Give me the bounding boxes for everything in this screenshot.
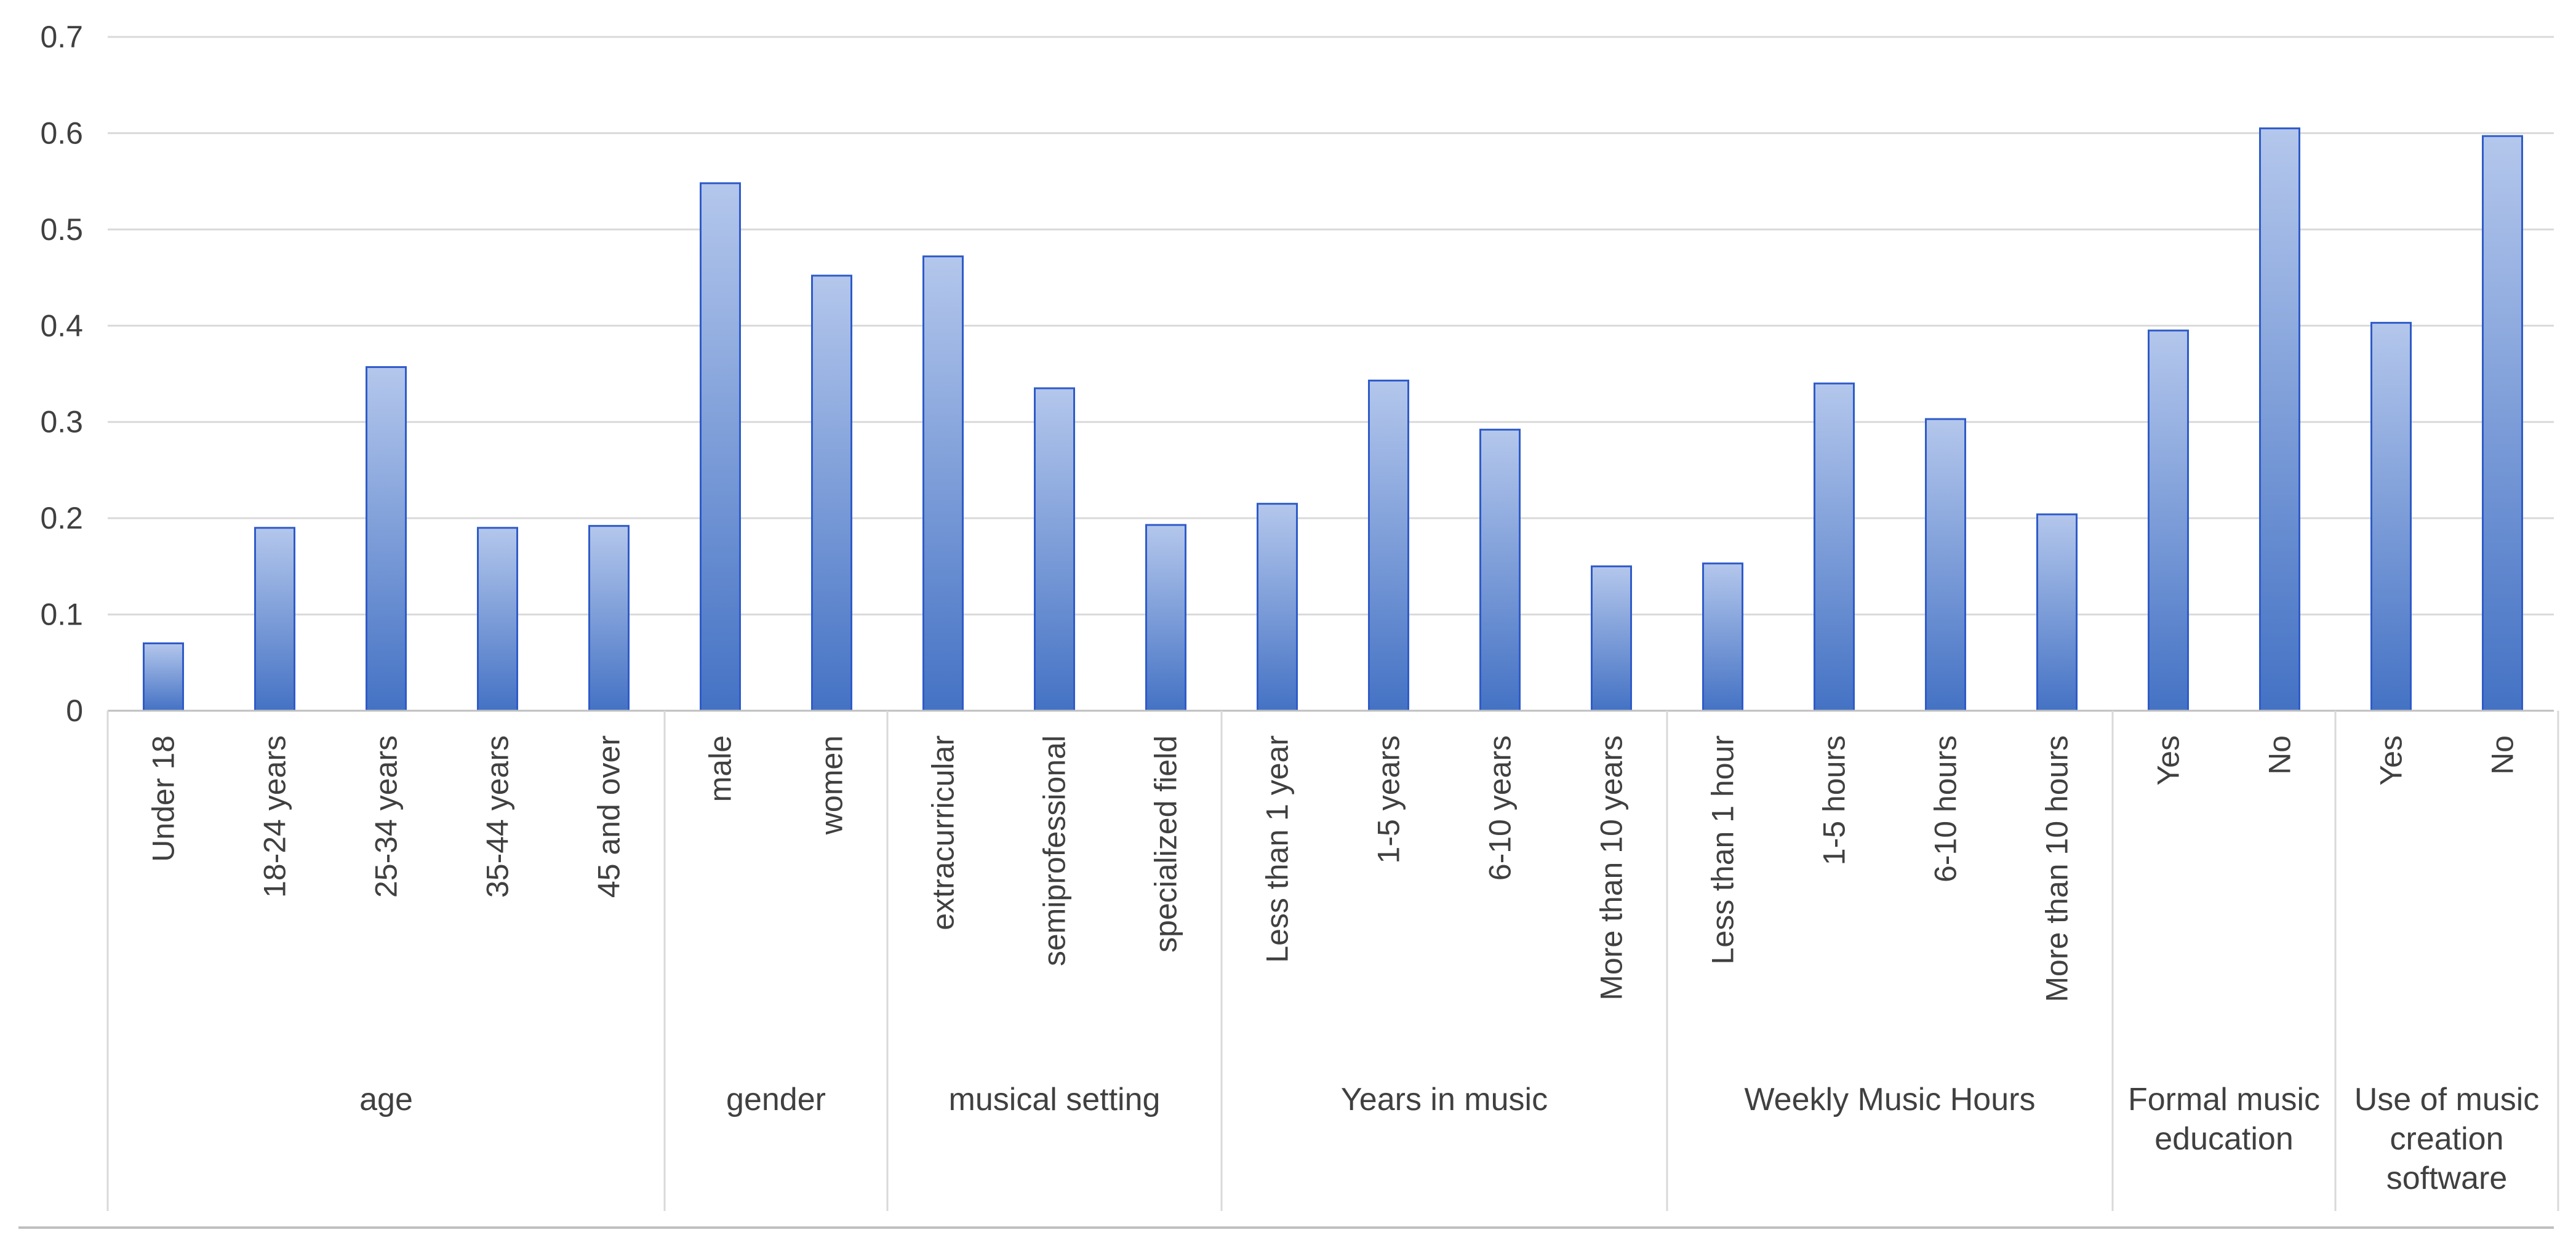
bar xyxy=(700,182,741,712)
group-label: software xyxy=(2386,1161,2508,1196)
group-label: Formal music xyxy=(2128,1082,2320,1117)
category-label: Yes xyxy=(2151,735,2186,786)
category-label: 18-24 years xyxy=(258,735,292,898)
bar xyxy=(588,525,630,712)
category-label: women xyxy=(815,735,849,835)
category-label: Less than 1 year xyxy=(1260,735,1295,963)
group-label: musical setting xyxy=(949,1082,1161,1117)
y-tick-label: 0.3 xyxy=(40,405,83,439)
bar xyxy=(2036,513,2078,712)
bar xyxy=(477,527,518,712)
bar xyxy=(2482,135,2523,712)
group-label: age xyxy=(359,1082,413,1117)
y-tick-label: 0.7 xyxy=(40,20,83,54)
y-tick-label: 0.2 xyxy=(40,501,83,535)
bar xyxy=(366,366,407,712)
bar xyxy=(2148,329,2189,712)
group-label: education xyxy=(2154,1121,2294,1157)
group-label: Weekly Music Hours xyxy=(1745,1082,2036,1117)
bar xyxy=(143,642,184,712)
category-label: Less than 1 hour xyxy=(1706,735,1740,965)
y-tick-label: 0.5 xyxy=(40,212,83,247)
y-tick-label: 0.1 xyxy=(40,598,83,632)
category-label: 6-10 years xyxy=(1483,735,1518,881)
y-axis-tick-labels: 0 0.1 0.2 0.3 0.4 0.5 0.6 0.7 xyxy=(40,20,83,728)
category-label: No xyxy=(2486,735,2520,775)
group-label: Use of music xyxy=(2354,1082,2540,1117)
category-label: More than 10 hours xyxy=(2040,735,2074,1002)
category-label: 35-44 years xyxy=(481,735,515,898)
group-label: creation xyxy=(2390,1121,2504,1157)
group-label: gender xyxy=(726,1082,826,1117)
y-tick-label: 0.4 xyxy=(40,308,83,343)
category-label: Under 18 xyxy=(146,735,181,862)
bar xyxy=(1034,387,1075,712)
category-label: 1-5 years xyxy=(1372,735,1406,863)
category-label: semiprofessional xyxy=(1038,735,1072,966)
category-label: 45 and over xyxy=(592,735,626,898)
category-label: No xyxy=(2263,735,2297,775)
bar xyxy=(254,527,295,712)
category-label: extracurricular xyxy=(926,735,961,930)
y-tick-label: 0.6 xyxy=(40,116,83,150)
category-label: 6-10 hours xyxy=(1929,735,1963,882)
category-label: male xyxy=(703,735,738,802)
bar xyxy=(1591,565,1632,712)
category-label: More than 10 years xyxy=(1594,735,1629,1001)
bar xyxy=(1814,382,1855,712)
category-axis xyxy=(18,709,2559,1229)
gridlines xyxy=(108,36,2554,616)
bar xyxy=(1145,524,1186,712)
bar xyxy=(2259,127,2300,712)
bar xyxy=(811,274,852,712)
category-label: 25-34 years xyxy=(369,735,404,898)
y-tick-label: 0 xyxy=(66,693,83,728)
bars xyxy=(143,127,2523,712)
bar xyxy=(1257,503,1298,712)
category-label: 1-5 hours xyxy=(1817,735,1852,865)
bar xyxy=(2370,322,2412,712)
bar xyxy=(1925,418,1966,712)
category-labels: Under 18 18-24 years 25-34 years 35-44 year… xyxy=(146,735,2520,1002)
group-labels: age gender musical setting Years in music We… xyxy=(359,1082,2539,1196)
bar xyxy=(1702,562,1743,712)
bar xyxy=(1368,379,1409,712)
group-label: Years in music xyxy=(1341,1082,1548,1117)
category-label: specialized field xyxy=(1149,735,1183,953)
category-label: Yes xyxy=(2374,735,2409,786)
bar xyxy=(922,255,964,712)
bar xyxy=(1479,428,1521,712)
